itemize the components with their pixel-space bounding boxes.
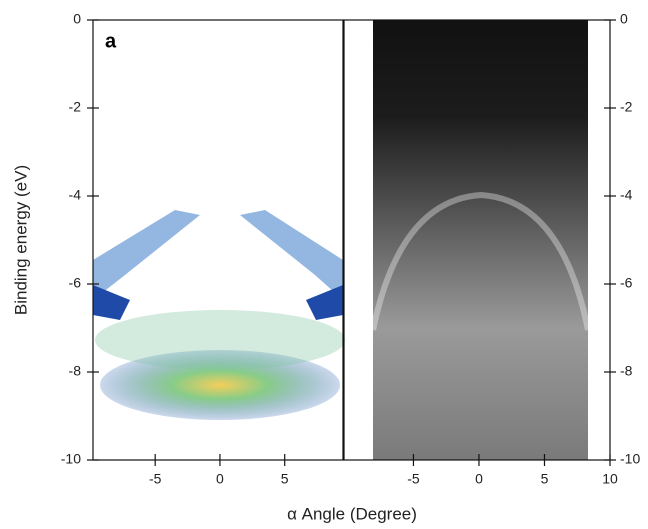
x-tick-label: -5 xyxy=(407,471,420,487)
y-tick-label: -6 xyxy=(620,275,633,291)
plot-frame xyxy=(92,19,344,461)
y-tick-label: 0 xyxy=(73,11,81,27)
y-axis-label: Binding energy (eV) xyxy=(11,165,30,315)
x-axis-label: α Angle (Degree) xyxy=(287,504,417,523)
y-tick-label: 0 xyxy=(620,11,628,27)
panel-label: b xyxy=(356,30,368,52)
y-tick-label: -8 xyxy=(69,363,82,379)
panel-b-image xyxy=(370,20,591,460)
y-tick-label: -4 xyxy=(620,187,633,203)
y-tick-label: -2 xyxy=(69,99,82,115)
y-tick-label: -6 xyxy=(69,275,82,291)
x-tick-label: 5 xyxy=(281,471,289,487)
y-tick-label: -4 xyxy=(69,187,82,203)
y-tick-label: -8 xyxy=(620,363,633,379)
plot-frame xyxy=(343,19,611,461)
x-tick-label: 0 xyxy=(475,471,483,487)
panel-a-image xyxy=(93,210,345,420)
x-tick-label: 0 xyxy=(216,471,224,487)
y-tick-label: -2 xyxy=(620,99,633,115)
y-tick-label: -10 xyxy=(620,451,640,467)
x-tick-label: 10 xyxy=(602,471,618,487)
panel-label: a xyxy=(105,30,117,52)
x-tick-label: -5 xyxy=(149,471,162,487)
y-tick-label: -10 xyxy=(61,451,81,467)
x-tick-label: 5 xyxy=(541,471,549,487)
